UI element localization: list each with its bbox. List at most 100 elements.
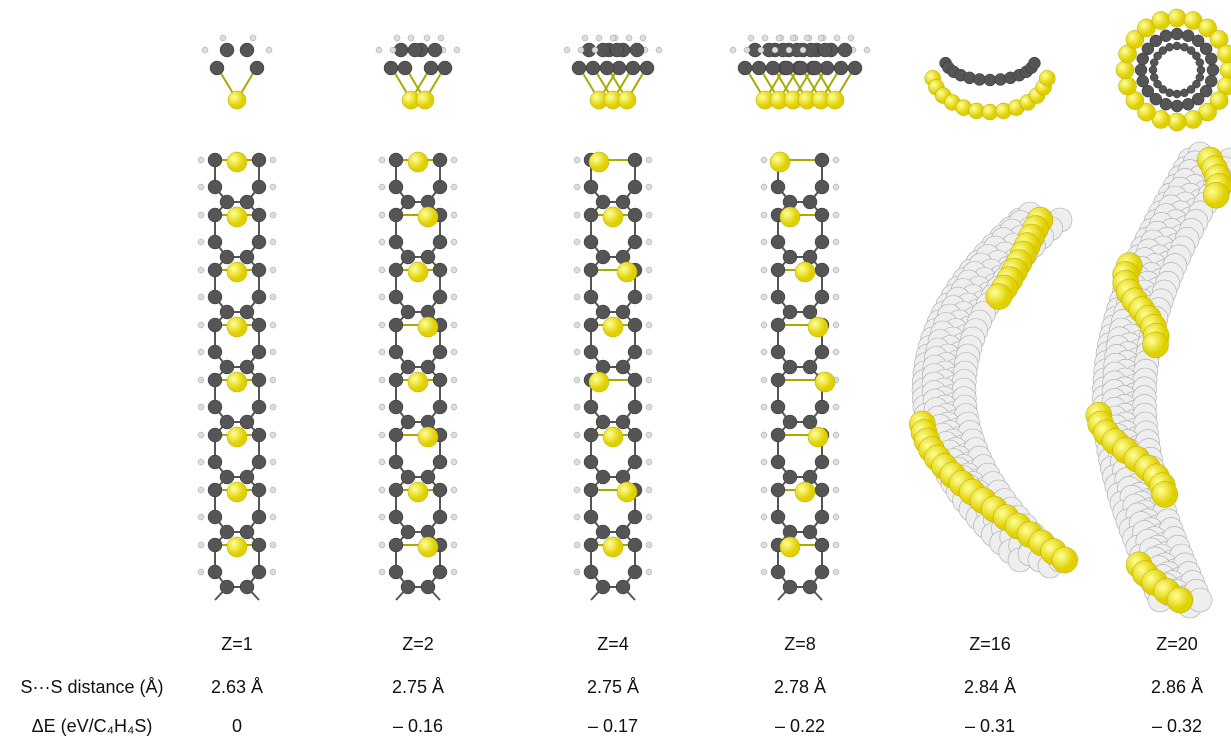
carbon-atom xyxy=(207,537,223,553)
carbon-atom xyxy=(420,469,436,485)
carbon-atom xyxy=(814,509,830,525)
sulfur-atom xyxy=(226,371,248,393)
hydrogen-atom xyxy=(378,376,386,384)
hydrogen-atom xyxy=(771,46,779,54)
sulfur-atom xyxy=(415,90,435,110)
carbon-atom xyxy=(1136,52,1150,66)
hydrogen-atom xyxy=(453,46,461,54)
carbon-atom xyxy=(1186,46,1196,55)
carbon-atom xyxy=(1141,84,1155,98)
distance-value: 2.86 Å xyxy=(1151,677,1203,697)
distance-value: 2.78 Å xyxy=(774,677,826,697)
sulfur-atom xyxy=(1167,112,1187,132)
carbon-atom xyxy=(1195,58,1205,67)
carbon-atom xyxy=(427,42,443,58)
hydrogen-atom xyxy=(799,46,807,54)
sulfur-atom xyxy=(1166,586,1194,614)
hydrogen-atom xyxy=(645,486,653,494)
z-label: Z=8 xyxy=(784,634,816,654)
hydrogen-atom xyxy=(761,34,769,42)
carbon-atom xyxy=(1186,85,1196,94)
sulfur-atom xyxy=(825,90,845,110)
carbon-atom xyxy=(1159,97,1173,111)
carbon-atom xyxy=(432,179,448,195)
hydrogen-atom xyxy=(760,183,768,191)
hydrogen-atom xyxy=(450,541,458,549)
carbon-atom xyxy=(1149,73,1159,82)
hydrogen-atom xyxy=(378,156,386,164)
carbon-atom xyxy=(770,509,786,525)
carbon-atom xyxy=(1170,99,1184,113)
hydrogen-atom xyxy=(219,34,227,42)
hydrogen-atom xyxy=(645,541,653,549)
hydrogen-atom xyxy=(573,458,581,466)
sulfur-atom xyxy=(1151,11,1171,30)
carbon-atom xyxy=(251,482,267,498)
carbon-atom xyxy=(583,454,599,470)
carbon-atom xyxy=(782,359,798,375)
hydrogen-atom xyxy=(389,46,397,54)
hydrogen-atom xyxy=(269,403,277,411)
distance-value: 2.75 Å xyxy=(587,677,639,697)
sulfur-atom xyxy=(985,283,1013,310)
carbon-atom xyxy=(432,509,448,525)
energy-value: – 0.22 xyxy=(775,716,825,736)
hydrogen-atom xyxy=(450,431,458,439)
hydrogen-atom xyxy=(378,458,386,466)
hydrogen-atom xyxy=(832,541,840,549)
carbon-atom xyxy=(802,524,818,540)
carbon-atom xyxy=(1192,79,1201,89)
sulfur-atom xyxy=(617,90,637,110)
hydrogen-atom xyxy=(269,183,277,191)
carbon-atom xyxy=(817,42,833,58)
hydrogen-atom xyxy=(729,46,737,54)
carbon-atom xyxy=(239,194,255,210)
carbon-atom xyxy=(207,344,223,360)
carbon-atom xyxy=(207,509,223,525)
sulfur-atom xyxy=(417,426,439,448)
sulfur-atom xyxy=(602,206,624,228)
carbon-atom xyxy=(627,399,643,415)
carbon-atom xyxy=(251,427,267,443)
hydrogen-atom xyxy=(747,34,755,42)
carbon-atom xyxy=(437,60,453,76)
hydrogen-atom xyxy=(378,431,386,439)
carbon-atom xyxy=(770,427,786,443)
carbon-atom xyxy=(814,234,830,250)
carbon-atom xyxy=(583,564,599,580)
sulfur-atom xyxy=(1137,102,1156,122)
carbon-atom xyxy=(1141,42,1155,56)
hydrogen-atom xyxy=(197,183,205,191)
hydrogen-atom xyxy=(760,321,768,329)
hydrogen-atom xyxy=(378,266,386,274)
hydrogen-atom xyxy=(197,541,205,549)
carbon-atom xyxy=(639,60,655,76)
carbon-atom xyxy=(1153,79,1162,89)
sulfur-atom xyxy=(417,536,439,558)
carbon-atom xyxy=(1181,97,1195,111)
carbon-atom xyxy=(770,372,786,388)
carbon-atom xyxy=(802,579,818,595)
hydrogen-atom xyxy=(197,458,205,466)
carbon-atom xyxy=(770,399,786,415)
hydrogen-atom xyxy=(645,321,653,329)
hydrogen-atom xyxy=(785,46,793,54)
hydrogen-atom xyxy=(581,34,589,42)
sulfur-atom xyxy=(1219,60,1231,80)
carbon-atom xyxy=(615,414,631,430)
carbon-atom xyxy=(779,60,795,76)
hydrogen-atom xyxy=(832,486,840,494)
carbon-atom xyxy=(388,509,404,525)
carbon-atom xyxy=(432,372,448,388)
carbon-atom xyxy=(627,317,643,333)
carbon-atom xyxy=(400,469,416,485)
hydrogen-atom xyxy=(378,513,386,521)
hydrogen-atom xyxy=(378,238,386,246)
carbon-atom xyxy=(251,344,267,360)
hydrogen-atom xyxy=(803,34,811,42)
sulfur-atom xyxy=(616,261,638,283)
carbon-atom xyxy=(397,60,413,76)
sulfur-atom xyxy=(1142,331,1169,359)
hydrogen-atom xyxy=(573,486,581,494)
